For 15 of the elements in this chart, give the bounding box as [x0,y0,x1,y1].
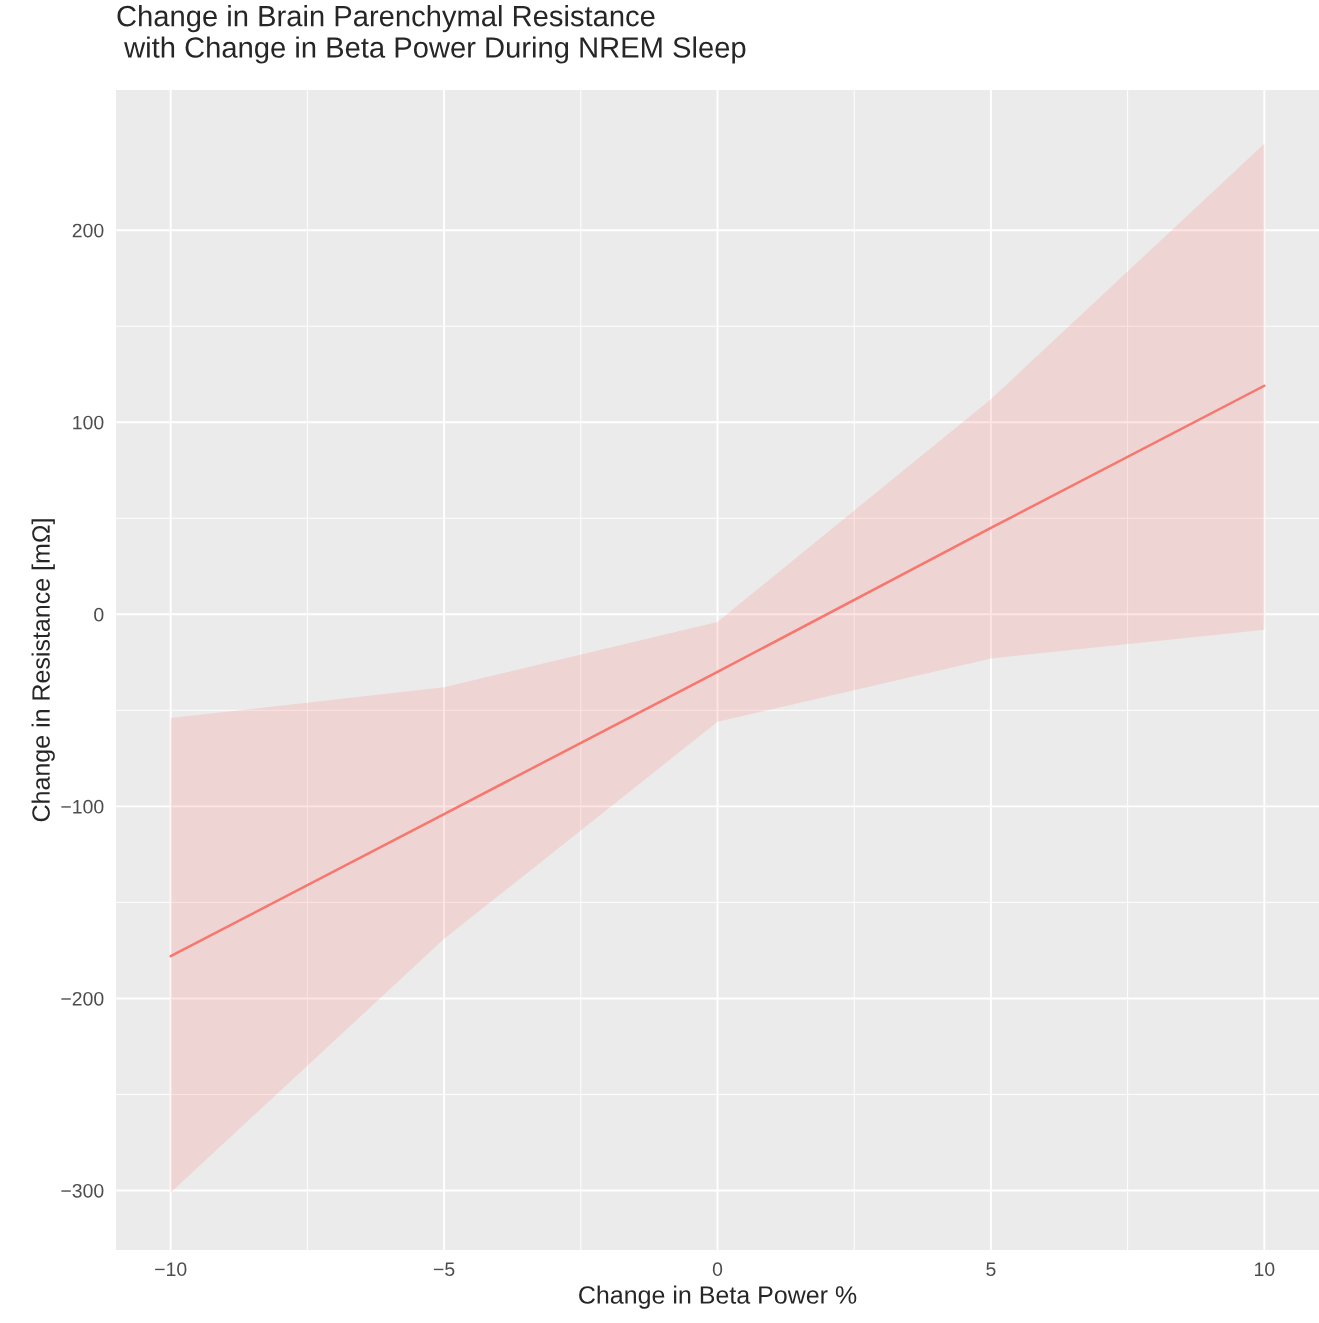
y-tick-label: 100 [73,415,104,430]
y-tick-label: −200 [61,991,104,1006]
x-tick-label: 0 [712,1262,723,1277]
x-tick-label: −5 [433,1262,455,1277]
y-tick-label: −100 [61,799,104,814]
chart-title: Change in Brain Parenchymal Resistance with Change in Beta Power During NREM Sleep [117,5,746,64]
x-axis-title: Change in Beta Power % [579,1285,857,1309]
x-tick-label: 5 [986,1262,996,1277]
x-tick-label: −10 [155,1262,187,1277]
x-tick-label: 10 [1254,1262,1275,1277]
y-tick-label: −300 [61,1183,104,1198]
line-series [169,384,1266,958]
y-tick-label: 0 [94,607,104,622]
y-tick-label: 200 [72,223,104,238]
y-axis-title: Change in Resistance [mΩ] [31,519,55,822]
